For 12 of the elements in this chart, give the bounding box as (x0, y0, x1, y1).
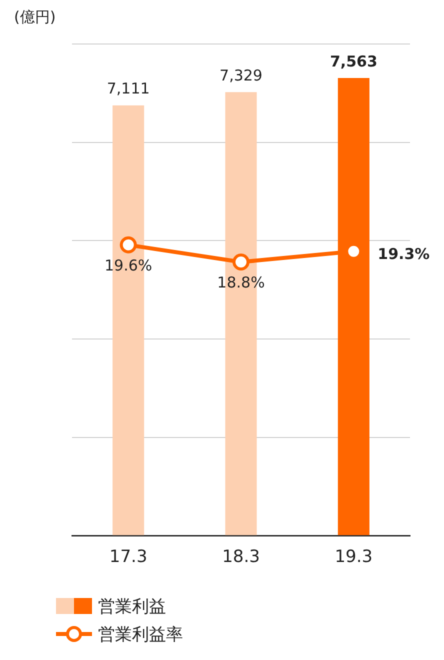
data-label: 18.8% (217, 273, 265, 292)
data-label: 19.6% (104, 256, 152, 274)
x-tick-label: 19.3 (334, 547, 373, 568)
data-label: 7,111 (106, 80, 150, 98)
data-label: 19.3% (378, 245, 430, 264)
legend-label: 営業利益率 (98, 624, 183, 646)
y-axis-title: (億円) (14, 8, 56, 27)
legend-label: 営業利益 (98, 596, 166, 618)
x-tick-label: 18.3 (222, 547, 260, 568)
data-label: 7,563 (330, 52, 378, 70)
x-tick-label: 17.3 (109, 547, 148, 568)
data-label: 7,329 (220, 66, 262, 85)
